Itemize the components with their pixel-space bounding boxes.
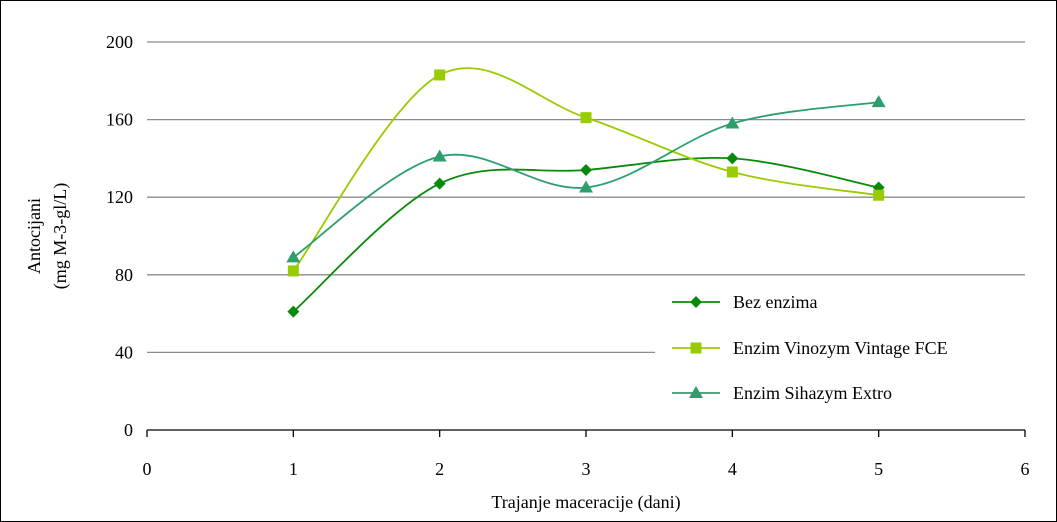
- y-axis-title-line-1: Antocijani: [24, 198, 44, 274]
- series-3-point-4: [725, 116, 740, 129]
- legend-marker-2: [690, 342, 702, 354]
- x-tick-label-1: 1: [289, 459, 298, 479]
- series-line-3: [292, 101, 879, 259]
- x-tick-label-3: 3: [582, 459, 591, 479]
- y-tick-label-200: 200: [106, 32, 133, 52]
- y-tick-label-40: 40: [115, 342, 133, 362]
- series-3-point-1: [286, 250, 301, 263]
- series-2-point-5: [873, 189, 885, 201]
- series-1-point-1: [287, 305, 300, 318]
- series-1-point-2: [433, 177, 446, 190]
- series-3-point-3: [579, 180, 593, 193]
- legend-label-1: Bez enzima: [733, 292, 817, 312]
- legend-marker-3: [689, 386, 703, 398]
- x-tick-label-5: 5: [874, 459, 883, 479]
- x-tick-label-0: 0: [143, 459, 152, 479]
- y-tick-label-80: 80: [115, 265, 133, 285]
- x-tick-label-2: 2: [435, 459, 444, 479]
- series-2-point-2: [434, 69, 446, 81]
- x-tick-label-6: 6: [1021, 459, 1030, 479]
- legend-marker-1: [690, 296, 702, 308]
- y-tick-label-160: 160: [106, 110, 133, 130]
- series-3-point-2: [432, 149, 447, 162]
- x-tick-label-4: 4: [728, 459, 737, 479]
- y-tick-label-120: 120: [106, 187, 133, 207]
- legend-label-2: Enzim Vinozym Vintage FCE: [733, 338, 948, 358]
- series-1-point-3: [580, 164, 592, 177]
- series-2-point-1: [287, 265, 299, 277]
- y-axis-title-line-2: (mg M-3-gl/L): [50, 183, 71, 289]
- y-tick-label-0: 0: [124, 420, 133, 440]
- series-3-point-5: [871, 95, 886, 108]
- series-2-point-4: [726, 166, 738, 178]
- series-line-2: [292, 67, 879, 272]
- x-axis-title: Trajanje maceracije (dani): [491, 492, 680, 513]
- legend-label-3: Enzim Sihazym Extro: [733, 383, 892, 403]
- series-1-point-4: [726, 152, 739, 165]
- series-2-point-3: [580, 112, 592, 124]
